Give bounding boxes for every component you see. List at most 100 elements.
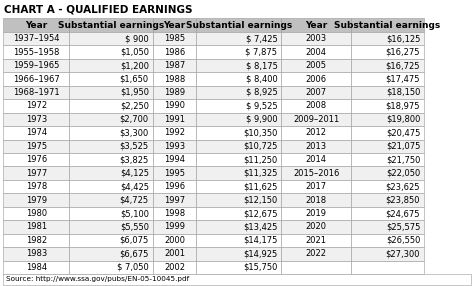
Bar (196, 113, 282, 126)
Text: 1992: 1992 (164, 128, 185, 137)
Bar (153, 193, 196, 207)
Bar (196, 126, 282, 140)
Bar (351, 32, 424, 45)
Text: $4,725: $4,725 (119, 196, 149, 204)
Bar (3, 207, 70, 220)
Text: 1973: 1973 (26, 115, 47, 124)
Bar (351, 207, 424, 220)
Bar (282, 207, 351, 220)
Text: $5,100: $5,100 (120, 209, 149, 218)
Bar (282, 59, 351, 72)
Bar (351, 140, 424, 153)
Text: Substantial earnings: Substantial earnings (186, 21, 292, 29)
Bar (153, 72, 196, 86)
Text: $24,675: $24,675 (386, 209, 420, 218)
Text: 1996: 1996 (164, 182, 185, 191)
Text: 1988: 1988 (164, 75, 185, 84)
Bar (70, 140, 153, 153)
Text: 2003: 2003 (306, 34, 327, 43)
Text: $14,925: $14,925 (243, 249, 277, 258)
Bar (70, 247, 153, 261)
Text: $23,625: $23,625 (386, 182, 420, 191)
Bar (3, 220, 70, 234)
Bar (282, 45, 351, 59)
Bar (70, 72, 153, 86)
Text: $ 8,400: $ 8,400 (246, 75, 277, 84)
Bar (3, 153, 70, 166)
Bar (282, 153, 351, 166)
Bar (282, 261, 351, 274)
Bar (196, 166, 282, 180)
Text: $16,125: $16,125 (386, 34, 420, 43)
Text: $5,550: $5,550 (120, 223, 149, 231)
Text: $11,325: $11,325 (243, 169, 277, 178)
Text: 1977: 1977 (26, 169, 47, 178)
Text: $ 7,050: $ 7,050 (117, 263, 149, 272)
Bar (153, 126, 196, 140)
Text: $26,550: $26,550 (386, 236, 420, 245)
Text: Year: Year (305, 21, 327, 29)
Text: 1975: 1975 (26, 142, 47, 151)
Bar (3, 261, 70, 274)
Text: 2007: 2007 (306, 88, 327, 97)
Bar (70, 153, 153, 166)
Bar (282, 113, 351, 126)
Bar (351, 59, 424, 72)
Text: 2009–2011: 2009–2011 (293, 115, 339, 124)
Bar (196, 99, 282, 113)
Text: 1985: 1985 (164, 34, 185, 43)
Text: 2004: 2004 (306, 48, 327, 57)
Bar (70, 180, 153, 193)
Text: $3,300: $3,300 (119, 128, 149, 137)
Text: $1,950: $1,950 (120, 88, 149, 97)
Text: $ 8,925: $ 8,925 (246, 88, 277, 97)
Text: 1966–1967: 1966–1967 (13, 75, 60, 84)
Text: 1999: 1999 (164, 223, 185, 231)
Bar (153, 234, 196, 247)
Bar (153, 99, 196, 113)
Bar (153, 207, 196, 220)
Text: $1,050: $1,050 (120, 48, 149, 57)
Text: $ 9,900: $ 9,900 (246, 115, 277, 124)
Bar (153, 166, 196, 180)
Bar (282, 140, 351, 153)
Text: 2006: 2006 (306, 75, 327, 84)
Text: 1968–1971: 1968–1971 (13, 88, 60, 97)
Text: $4,425: $4,425 (120, 182, 149, 191)
Text: Year: Year (25, 21, 47, 29)
Text: $11,250: $11,250 (243, 155, 277, 164)
Bar (70, 99, 153, 113)
Text: 2020: 2020 (306, 223, 327, 231)
Bar (3, 126, 70, 140)
Text: 1978: 1978 (26, 182, 47, 191)
Text: $20,475: $20,475 (386, 128, 420, 137)
Text: $6,675: $6,675 (119, 249, 149, 258)
Text: $4,125: $4,125 (120, 169, 149, 178)
Text: 2019: 2019 (306, 209, 327, 218)
Text: $15,750: $15,750 (243, 263, 277, 272)
Bar (3, 247, 70, 261)
Bar (3, 86, 70, 99)
Text: 2014: 2014 (306, 155, 327, 164)
Text: $18,975: $18,975 (386, 102, 420, 110)
Bar (153, 45, 196, 59)
Bar (351, 113, 424, 126)
Text: 1990: 1990 (164, 102, 185, 110)
Text: 2002: 2002 (164, 263, 185, 272)
Text: 1982: 1982 (26, 236, 47, 245)
Bar (153, 32, 196, 45)
Text: 2013: 2013 (306, 142, 327, 151)
Bar (196, 72, 282, 86)
Text: 1993: 1993 (164, 142, 185, 151)
Text: $16,275: $16,275 (386, 48, 420, 57)
Bar (196, 180, 282, 193)
Text: 1983: 1983 (26, 249, 47, 258)
Text: Source: http://www.ssa.gov/pubs/EN-05-10045.pdf: Source: http://www.ssa.gov/pubs/EN-05-10… (6, 277, 189, 283)
Text: 1987: 1987 (164, 61, 185, 70)
Text: 1937–1954: 1937–1954 (13, 34, 59, 43)
Text: $10,350: $10,350 (243, 128, 277, 137)
Bar (70, 126, 153, 140)
Bar (196, 234, 282, 247)
Bar (70, 166, 153, 180)
Bar (196, 207, 282, 220)
